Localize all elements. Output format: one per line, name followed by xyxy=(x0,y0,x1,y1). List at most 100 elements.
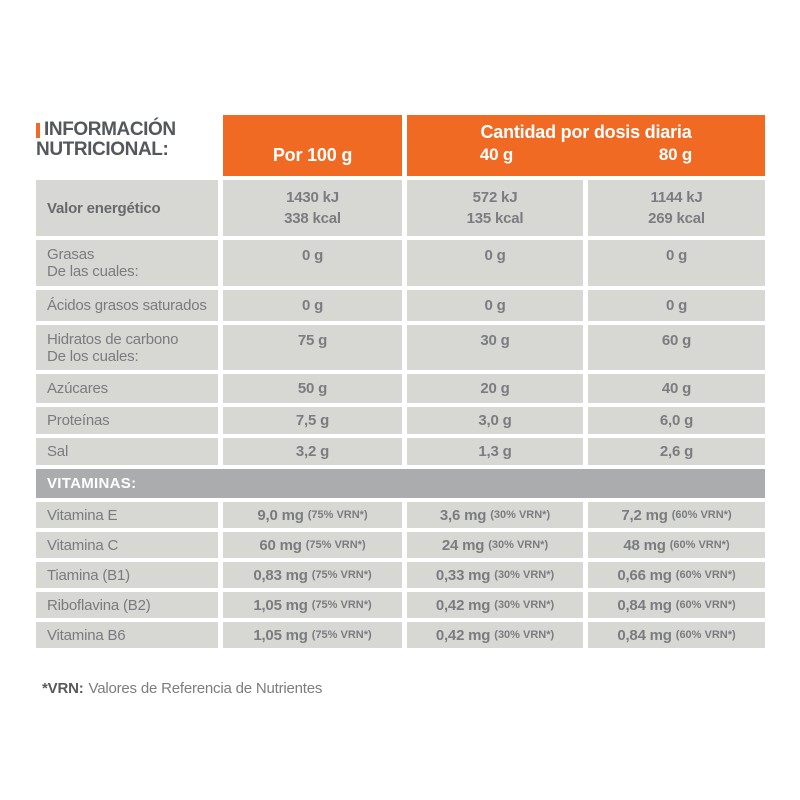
value-40g: 0,42 mg (30% VRN*) xyxy=(407,592,583,618)
row-label-text: Proteínas xyxy=(47,412,110,429)
value-kj: 572 kJ xyxy=(472,189,518,206)
value-80g: 60 g xyxy=(588,325,765,370)
vitamin-amount: 0,84 mg xyxy=(617,596,672,614)
table-row-thiamine-b1: Tiamina (B1) 0,83 mg (75% VRN*) 0,33 mg … xyxy=(36,562,765,588)
vitamins-section-title: VITAMINAS: xyxy=(47,475,137,492)
value-per-100g: 1430 kJ 338 kcal xyxy=(223,180,402,236)
value-40g: 3,6 mg (30% VRN*) xyxy=(407,502,583,528)
value-kcal: 338 kcal xyxy=(284,210,341,227)
value-80g: 0 g xyxy=(588,290,765,321)
value-40g: 0 g xyxy=(407,240,583,286)
vrn-note: (30% VRN*) xyxy=(490,509,551,521)
vrn-note: (60% VRN*) xyxy=(675,599,736,611)
row-label: Riboflavina (B2) xyxy=(36,592,218,618)
value-per-100g: 0,83 mg (75% VRN*) xyxy=(223,562,402,588)
row-label-text: Hidratos de carbono xyxy=(47,330,179,348)
table-row-vitamin-c: Vitamina C 60 mg (75% VRN*) 24 mg (30% V… xyxy=(36,532,765,558)
value-80g: 0,84 mg (60% VRN*) xyxy=(588,592,765,618)
table-row-carbohydrates: Hidratos de carbono De los cuales: 75 g … xyxy=(36,325,765,370)
vitamin-amount: 9,0 mg xyxy=(257,506,304,524)
info-title-line1: INFORMACIÓN xyxy=(36,120,218,140)
row-label: Vitamina B6 xyxy=(36,622,218,648)
row-label-text: Vitamina E xyxy=(47,506,118,524)
value-per-100g: 1,05 mg (75% VRN*) xyxy=(223,592,402,618)
row-label-text: Vitamina C xyxy=(47,536,119,554)
value-80g: 0 g xyxy=(588,240,765,286)
value-80g: 2,6 g xyxy=(588,438,765,465)
vitamin-amount: 1,05 mg xyxy=(253,596,308,614)
value-40g: 1,3 g xyxy=(407,438,583,465)
row-label-text: Vitamina B6 xyxy=(47,626,126,644)
table-row-salt: Sal 3,2 g 1,3 g 2,6 g xyxy=(36,438,765,465)
value-40g: 30 g xyxy=(407,325,583,370)
value-per-100g: 0 g xyxy=(223,290,402,321)
row-label: Tiamina (B1) xyxy=(36,562,218,588)
value-per-100g: 7,5 g xyxy=(223,407,402,434)
value-per-100g: 3,2 g xyxy=(223,438,402,465)
row-label: Valor energético xyxy=(36,180,218,236)
table-row-fats: Grasas De las cuales: 0 g 0 g 0 g xyxy=(36,240,765,286)
vitamins-section-header: VITAMINAS: xyxy=(36,469,765,498)
table-row-energy: Valor energético 1430 kJ 338 kcal 572 kJ… xyxy=(36,180,765,236)
table-header-row: INFORMACIÓN NUTRICIONAL: Por 100 g Canti… xyxy=(36,115,765,176)
vitamin-amount: 0,66 mg xyxy=(617,566,672,584)
vitamin-amount: 3,6 mg xyxy=(439,506,487,524)
row-label: Sal xyxy=(36,438,218,465)
value-80g: 48 mg (60% VRN*) xyxy=(588,532,765,558)
value-per-100g: 75 g xyxy=(223,325,402,370)
row-label: Vitamina E xyxy=(36,502,218,528)
per-100g-label: Por 100 g xyxy=(272,145,353,165)
value-40g: 3,0 g xyxy=(407,407,583,434)
value-40g: 24 mg (30% VRN*) xyxy=(407,532,583,558)
vitamin-amount: 0,83 mg xyxy=(253,566,308,584)
value-80g: 0,66 mg (60% VRN*) xyxy=(588,562,765,588)
row-label-text: Ácidos grasos saturados xyxy=(47,297,207,314)
info-title-line2: NUTRICIONAL: xyxy=(36,140,218,160)
vitamin-amount: 7,2 mg xyxy=(621,506,668,524)
vrn-note: (30% VRN*) xyxy=(494,629,555,641)
vrn-footnote-term: *VRN: xyxy=(42,680,84,697)
vrn-note: (75% VRN*) xyxy=(311,569,372,581)
vitamin-amount: 0,42 mg xyxy=(435,596,491,614)
row-label-text: Tiamina (B1) xyxy=(47,566,130,584)
value-40g: 0 g xyxy=(407,290,583,321)
vrn-footnote-definition: Valores de Referencia de Nutrientes xyxy=(88,680,323,697)
value-80g: 1144 kJ 269 kcal xyxy=(588,180,765,236)
vrn-note: (30% VRN*) xyxy=(488,539,549,551)
table-row-vitamin-e: Vitamina E 9,0 mg (75% VRN*) 3,6 mg (30%… xyxy=(36,502,765,528)
row-label: Hidratos de carbono De los cuales: xyxy=(36,325,218,370)
value-40g: 572 kJ 135 kcal xyxy=(407,180,583,236)
row-label: Proteínas xyxy=(36,407,218,434)
row-sublabel-text: De las cuales: xyxy=(47,263,139,280)
vrn-note: (60% VRN*) xyxy=(669,539,730,551)
value-40g: 20 g xyxy=(407,374,583,403)
vrn-note: (60% VRN*) xyxy=(671,509,732,521)
value-80g: 40 g xyxy=(588,374,765,403)
row-label-text: Grasas xyxy=(47,246,95,263)
value-per-100g: 60 mg (75% VRN*) xyxy=(223,532,402,558)
column-header-80g: 80 g xyxy=(658,145,693,164)
daily-dose-subcolumns: 40 g 80 g xyxy=(407,145,765,165)
vrn-footnote: *VRN: Valores de Referencia de Nutrientes xyxy=(42,680,322,697)
value-kj: 1144 kJ xyxy=(650,189,703,206)
vitamin-amount: 0,33 mg xyxy=(435,566,491,584)
vitamin-amount: 24 mg xyxy=(441,536,485,554)
info-title-cell: INFORMACIÓN NUTRICIONAL: xyxy=(36,115,218,176)
vrn-note: (60% VRN*) xyxy=(675,569,736,581)
page-title-line1: INFORMACIÓN xyxy=(44,119,176,140)
column-header-daily-dose: Cantidad por dosis diaria 40 g 80 g xyxy=(407,115,765,176)
table-row-vitamin-b6: Vitamina B6 1,05 mg (75% VRN*) 0,42 mg (… xyxy=(36,622,765,648)
row-label-text: Riboflavina (B2) xyxy=(47,596,151,614)
value-80g: 7,2 mg (60% VRN*) xyxy=(588,502,765,528)
value-40g: 0,33 mg (30% VRN*) xyxy=(407,562,583,588)
vrn-note: (60% VRN*) xyxy=(675,629,736,641)
value-kcal: 135 kcal xyxy=(466,210,524,227)
vitamin-amount: 60 mg xyxy=(259,536,302,554)
value-per-100g: 1,05 mg (75% VRN*) xyxy=(223,622,402,648)
value-per-100g: 9,0 mg (75% VRN*) xyxy=(223,502,402,528)
table-row-saturated-fats: Ácidos grasos saturados 0 g 0 g 0 g xyxy=(36,290,765,321)
vitamin-amount: 0,42 mg xyxy=(435,626,491,644)
daily-dose-title: Cantidad por dosis diaria xyxy=(480,122,692,142)
vrn-note: (75% VRN*) xyxy=(311,629,372,641)
